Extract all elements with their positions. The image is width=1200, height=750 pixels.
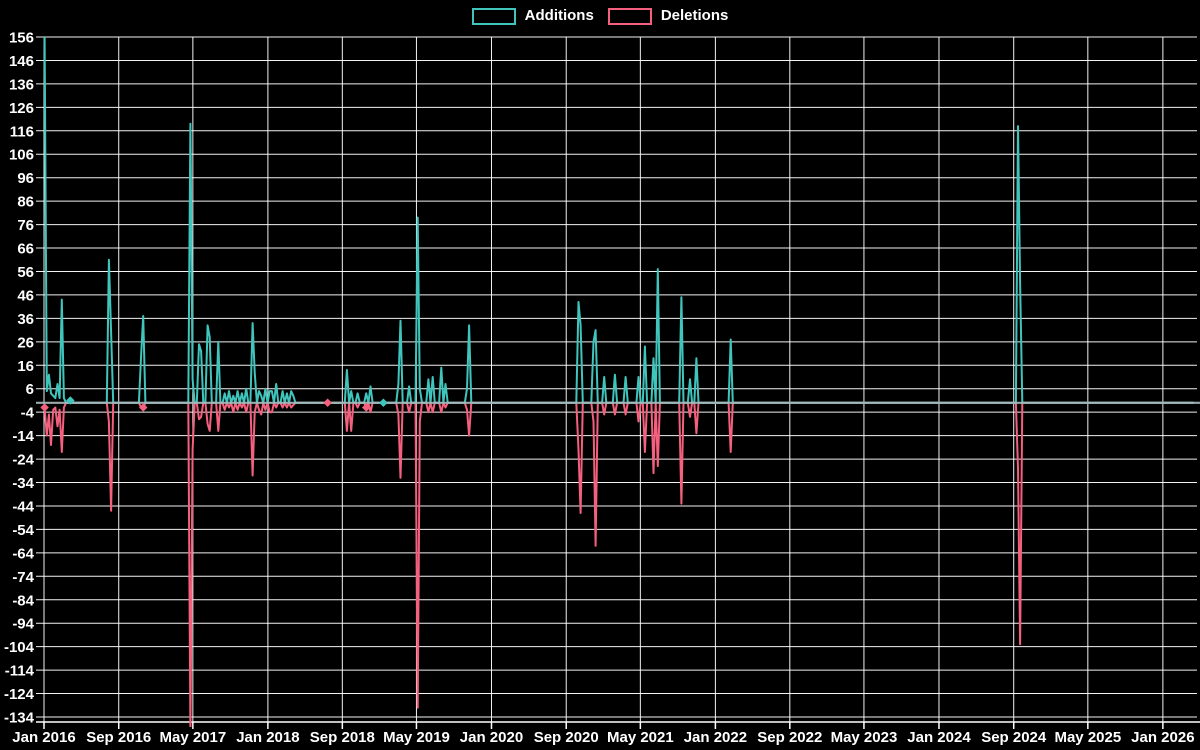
svg-text:-114: -114 bbox=[5, 663, 35, 680]
svg-text:-94: -94 bbox=[12, 616, 34, 633]
svg-text:46: 46 bbox=[17, 287, 34, 304]
additions-marker-diamond bbox=[66, 396, 75, 405]
svg-text:-134: -134 bbox=[4, 709, 35, 726]
deletions-swatch bbox=[607, 7, 652, 25]
svg-text:May 2017: May 2017 bbox=[159, 729, 226, 746]
svg-text:Jan 2022: Jan 2022 bbox=[684, 729, 747, 746]
svg-text:-4: -4 bbox=[21, 405, 35, 422]
svg-text:146: 146 bbox=[9, 53, 34, 70]
svg-text:Sep 2022: Sep 2022 bbox=[757, 729, 822, 746]
svg-text:26: 26 bbox=[17, 334, 34, 351]
svg-text:-84: -84 bbox=[12, 592, 34, 609]
svg-text:May 2021: May 2021 bbox=[607, 729, 674, 746]
zero-line-and-markers bbox=[36, 396, 1200, 412]
deletions-line bbox=[43, 401, 1194, 727]
svg-text:May 2019: May 2019 bbox=[383, 729, 450, 746]
svg-text:-74: -74 bbox=[12, 569, 34, 586]
svg-text:116: 116 bbox=[10, 123, 34, 140]
svg-text:126: 126 bbox=[9, 100, 34, 117]
svg-text:76: 76 bbox=[17, 217, 34, 234]
svg-text:May 2023: May 2023 bbox=[831, 729, 898, 746]
additions-legend-label: Additions bbox=[524, 7, 594, 24]
svg-text:-124: -124 bbox=[4, 686, 35, 703]
deletions-marker-diamond bbox=[138, 403, 148, 412]
svg-text:96: 96 bbox=[17, 170, 34, 187]
svg-text:-64: -64 bbox=[12, 545, 34, 562]
deletions-marker-diamond bbox=[361, 403, 371, 412]
svg-text:16: 16 bbox=[17, 358, 34, 375]
svg-text:-44: -44 bbox=[12, 498, 34, 515]
svg-text:-104: -104 bbox=[4, 639, 35, 656]
legend-item-additions[interactable]: Additions bbox=[471, 6, 594, 26]
additions-line bbox=[43, 36, 1194, 404]
deletions-marker-diamond bbox=[40, 403, 49, 412]
svg-text:Jan 2018: Jan 2018 bbox=[236, 729, 299, 746]
series bbox=[43, 36, 1194, 727]
additions-swatch bbox=[471, 7, 516, 25]
svg-text:106: 106 bbox=[9, 147, 34, 164]
gridlines bbox=[36, 36, 1197, 722]
legend-item-deletions[interactable]: Deletions bbox=[607, 6, 729, 26]
svg-text:56: 56 bbox=[17, 264, 34, 281]
svg-text:-34: -34 bbox=[12, 475, 34, 492]
svg-text:-24: -24 bbox=[12, 452, 34, 469]
axes bbox=[36, 721, 1200, 729]
svg-text:36: 36 bbox=[17, 311, 34, 328]
axis-labels: 156 146 136 126 116 106 96 86 76 66 56 46 36 26 16 6 -4 -… bbox=[4, 30, 1195, 746]
svg-text:-14: -14 bbox=[12, 428, 34, 445]
svg-text:Sep 2024: Sep 2024 bbox=[981, 729, 1047, 746]
additions-marker-diamond bbox=[379, 398, 388, 408]
svg-text:Jan 2026: Jan 2026 bbox=[1131, 729, 1194, 746]
deletions-marker-diamond bbox=[323, 398, 332, 408]
svg-text:156: 156 bbox=[9, 30, 34, 47]
svg-text:Jan 2016: Jan 2016 bbox=[12, 729, 75, 746]
svg-text:86: 86 bbox=[17, 194, 34, 211]
svg-text:Sep 2018: Sep 2018 bbox=[310, 729, 375, 746]
svg-text:136: 136 bbox=[9, 76, 34, 93]
svg-text:Sep 2016: Sep 2016 bbox=[86, 729, 151, 746]
svg-text:6: 6 bbox=[26, 381, 34, 398]
svg-text:Jan 2024: Jan 2024 bbox=[907, 729, 971, 746]
svg-text:66: 66 bbox=[17, 241, 34, 258]
deletions-legend-label: Deletions bbox=[660, 7, 729, 24]
chart-legend: Additions Deletions bbox=[0, 6, 1200, 26]
svg-text:Sep 2020: Sep 2020 bbox=[534, 729, 599, 746]
svg-text:May 2025: May 2025 bbox=[1054, 729, 1121, 746]
svg-text:Jan 2020: Jan 2020 bbox=[460, 729, 523, 746]
svg-text:-54: -54 bbox=[12, 522, 34, 539]
